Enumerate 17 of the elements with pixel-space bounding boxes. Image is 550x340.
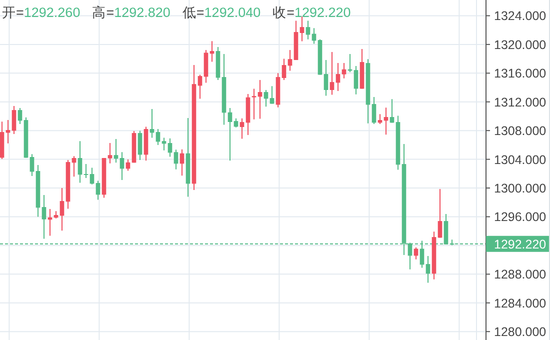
y-tick-label: 1316.000 <box>494 66 546 81</box>
y-tick-label: 1324.000 <box>494 9 546 24</box>
annotation: 低=1292.040 <box>182 5 261 20</box>
y-tick-label: 1288.000 <box>494 268 546 282</box>
y-tick-label: 1296.000 <box>494 210 546 224</box>
y-tick-label: 1312.000 <box>494 95 546 110</box>
y-tick-label: 1284.000 <box>494 296 546 310</box>
y-tick-label: 1304.000 <box>494 152 546 167</box>
y-tick-label: 1320.000 <box>494 38 546 52</box>
y-tick-label: 1300.000 <box>494 182 546 196</box>
ref-label: 1292.220 <box>486 236 549 252</box>
annotation: 高=1292.820 <box>92 5 170 20</box>
ref-line-label: 1292.220 <box>494 237 546 252</box>
y-tick-label: 1308.000 <box>494 124 546 138</box>
annotation: 收=1292.220 <box>272 5 351 20</box>
y-tick-label: 1280.000 <box>494 325 546 340</box>
annotation: 开=1292.260 <box>2 5 80 20</box>
